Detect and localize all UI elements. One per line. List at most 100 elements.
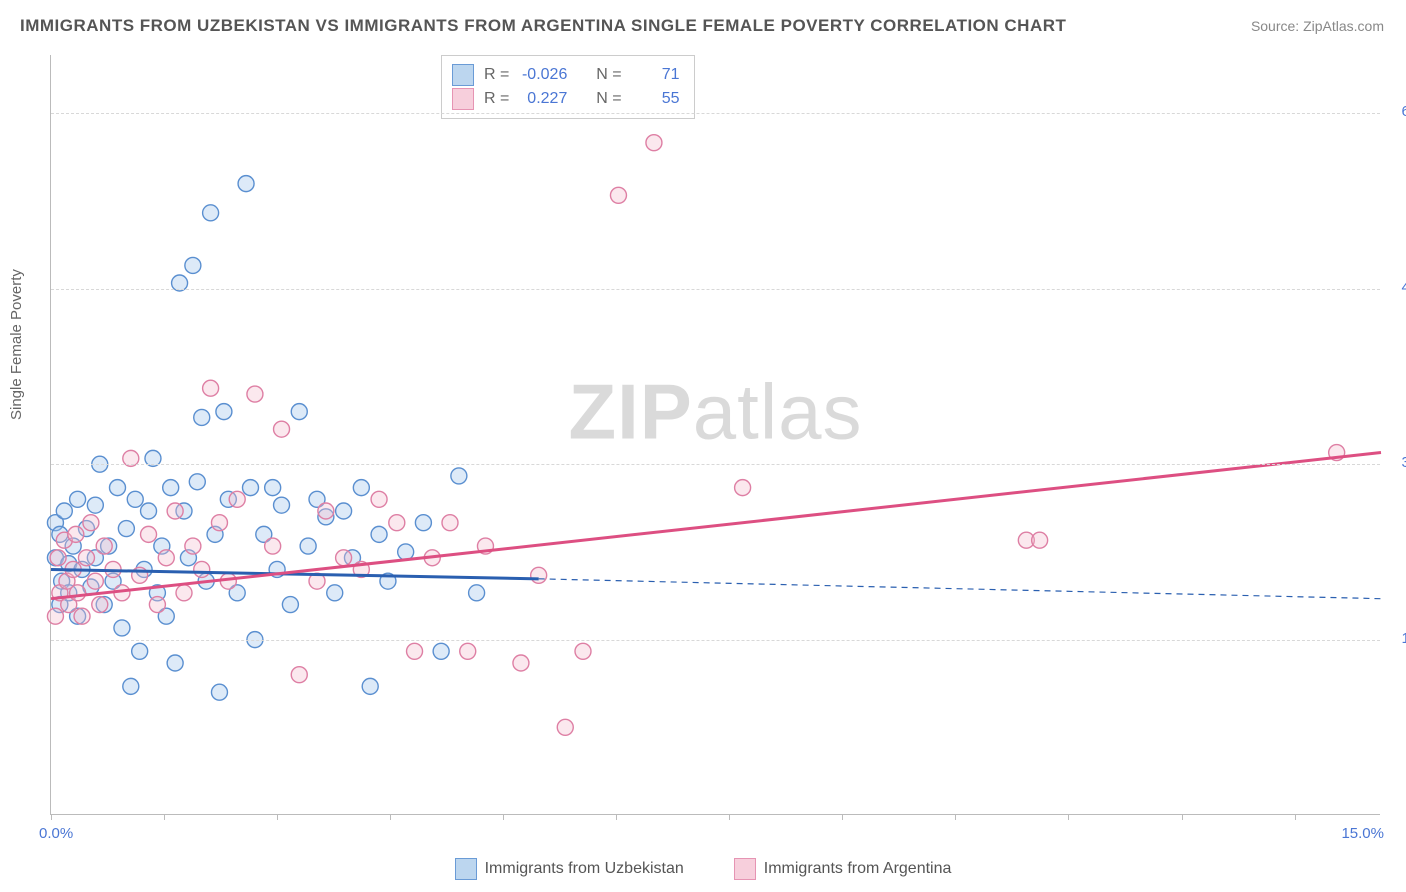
x-tick-mark [390,814,391,820]
source-link[interactable]: ZipAtlas.com [1303,18,1384,34]
data-point [265,480,281,496]
gridline [51,113,1380,114]
y-axis-label: Single Female Poverty [8,269,25,420]
data-point [74,608,90,624]
x-tick-mark [729,814,730,820]
y-tick-label: 30.0% [1384,454,1406,471]
series-name: Immigrants from Uzbekistan [485,860,684,878]
x-tick-mark [842,814,843,820]
data-point [300,538,316,554]
data-point [735,480,751,496]
data-point [513,655,529,671]
data-point [291,404,307,420]
data-point [189,474,205,490]
legend-r-value: 0.227 [519,90,567,108]
chart-title: IMMIGRANTS FROM UZBEKISTAN VS IMMIGRANTS… [20,16,1066,36]
data-point [610,187,626,203]
data-point [50,550,66,566]
data-point [336,503,352,519]
legend-swatch [452,64,474,86]
x-tick-mark [503,814,504,820]
data-point [167,655,183,671]
data-point [371,526,387,542]
x-tick-mark [955,814,956,820]
data-point [83,515,99,531]
data-point [575,643,591,659]
data-point [415,515,431,531]
data-point [274,497,290,513]
legend-row: R =-0.026 N =71 [452,64,680,86]
trend-line [51,453,1381,599]
series-name: Immigrants from Argentina [764,860,952,878]
x-tick-mark [51,814,52,820]
data-point [238,176,254,192]
data-point [531,567,547,583]
data-point [123,678,139,694]
x-tick-mark [616,814,617,820]
x-tick-min: 0.0% [39,825,73,842]
data-point [167,503,183,519]
series-legend-item: Immigrants from Uzbekistan [455,858,684,880]
plot-area: ZIPatlas R =-0.026 N =71R =0.227 N =55 0… [50,55,1380,815]
data-point [371,491,387,507]
gridline [51,640,1380,641]
data-point [211,684,227,700]
data-point [1032,532,1048,548]
data-point [353,480,369,496]
correlation-legend: R =-0.026 N =71R =0.227 N =55 [441,55,695,119]
legend-swatch [455,858,477,880]
data-point [149,597,165,613]
y-tick-label: 15.0% [1384,630,1406,647]
data-point [216,404,232,420]
data-point [132,643,148,659]
data-point [87,573,103,589]
data-point [185,538,201,554]
legend-r-label: R = [484,90,509,108]
y-tick-label: 45.0% [1384,279,1406,296]
data-point [176,585,192,601]
data-point [194,409,210,425]
data-point [163,480,179,496]
data-point [469,585,485,601]
data-point [70,585,86,601]
data-point [557,719,573,735]
data-point [362,678,378,694]
chart-svg [51,55,1380,814]
data-point [194,561,210,577]
data-point [229,491,245,507]
series-legend: Immigrants from Uzbekistan Immigrants fro… [0,858,1406,880]
legend-n-label: N = [596,90,621,108]
data-point [203,205,219,221]
legend-r-label: R = [484,66,509,84]
x-tick-mark [164,814,165,820]
series-legend-item: Immigrants from Argentina [734,858,952,880]
y-tick-label: 60.0% [1384,103,1406,120]
trend-line-extrapolated [539,579,1381,599]
data-point [127,491,143,507]
data-point [318,503,334,519]
data-point [265,538,281,554]
data-point [442,515,458,531]
data-point [327,585,343,601]
data-point [78,550,94,566]
data-point [282,597,298,613]
data-point [87,497,103,513]
legend-swatch [734,858,756,880]
data-point [158,550,174,566]
legend-n-value: 55 [632,90,680,108]
legend-r-value: -0.026 [519,66,567,84]
data-point [433,643,449,659]
data-point [646,135,662,151]
data-point [114,620,130,636]
x-tick-mark [277,814,278,820]
legend-row: R = 0.227 N = 55 [452,88,680,110]
x-tick-mark [1182,814,1183,820]
data-point [56,503,72,519]
legend-n-label: N = [596,66,621,84]
data-point [247,386,263,402]
gridline [51,464,1380,465]
data-point [141,503,157,519]
x-tick-mark [1295,814,1296,820]
x-tick-mark [1068,814,1069,820]
data-point [398,544,414,560]
